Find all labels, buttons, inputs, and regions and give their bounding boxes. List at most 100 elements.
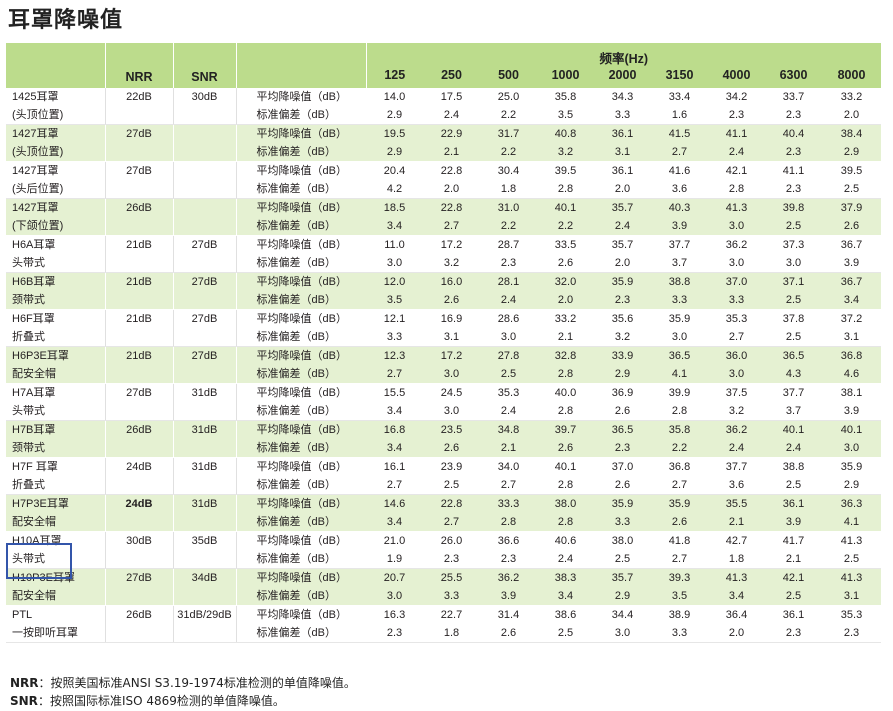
sd-value: 2.2: [480, 217, 537, 236]
mean-value: 34.8: [480, 420, 537, 439]
mean-value: 35.3: [480, 383, 537, 402]
snr-blank: [173, 402, 237, 421]
mean-value: 33.7: [765, 88, 822, 106]
mean-label: 平均降噪值（dB）: [236, 568, 366, 587]
header-frequency: 250: [423, 68, 480, 88]
model-subtitle: 一按即听耳罩: [6, 624, 106, 643]
model-subtitle: (头顶位置): [6, 106, 106, 125]
mean-value: 12.3: [366, 346, 423, 365]
mean-value: 37.0: [708, 272, 765, 291]
model-name: H7A耳罩: [6, 383, 106, 402]
snr-value: 35dB: [173, 531, 237, 550]
sd-value: 2.4: [765, 439, 822, 458]
sd-value: 3.9: [822, 254, 882, 273]
model-name: H10P3E耳罩: [6, 568, 106, 587]
sd-value: 2.2: [537, 217, 594, 236]
sd-value: 2.7: [480, 476, 537, 495]
sd-value: 2.8: [480, 513, 537, 532]
snr-blank: [173, 550, 237, 569]
sd-label: 标准偏差（dB）: [236, 180, 366, 199]
sd-value: 2.1: [708, 513, 765, 532]
footnote-term: SNR: [10, 694, 38, 708]
sd-value: 2.8: [537, 476, 594, 495]
mean-value: 16.1: [366, 457, 423, 476]
snr-blank: [173, 143, 237, 162]
mean-value: 35.9: [822, 457, 882, 476]
mean-value: 34.4: [594, 605, 651, 624]
mean-value: 37.1: [765, 272, 822, 291]
mean-label: 平均降噪值（dB）: [236, 383, 366, 402]
sd-value: 3.4: [366, 439, 423, 458]
snr-value: 31dB/29dB: [173, 605, 237, 624]
mean-value: 36.2: [708, 420, 765, 439]
mean-value: 37.9: [822, 198, 882, 217]
sd-value: 2.4: [537, 550, 594, 569]
sd-value: 2.6: [423, 291, 480, 310]
sd-value: 4.1: [651, 365, 708, 384]
mean-value: 22.8: [423, 198, 480, 217]
mean-value: 37.2: [822, 309, 882, 328]
sd-value: 3.1: [594, 143, 651, 162]
header-frequency: 8000: [822, 68, 882, 88]
nrr-value: 27dB: [105, 124, 174, 143]
sd-value: 2.1: [537, 328, 594, 347]
sd-value: 2.7: [708, 328, 765, 347]
sd-label: 标准偏差（dB）: [236, 587, 366, 606]
sd-value: 2.7: [366, 365, 423, 384]
sd-value: 3.6: [708, 476, 765, 495]
mean-value: 40.6: [537, 531, 594, 550]
mean-value: 38.0: [537, 494, 594, 513]
nrr-blank: [105, 550, 174, 569]
snr-blank: [173, 180, 237, 199]
sd-value: 2.3: [594, 439, 651, 458]
mean-label: 平均降噪值（dB）: [236, 161, 366, 180]
header-frequency: 4000: [708, 68, 765, 88]
sd-value: 2.7: [651, 550, 708, 569]
mean-value: 37.5: [708, 383, 765, 402]
mean-value: 33.5: [537, 235, 594, 254]
mean-value: 39.5: [822, 161, 882, 180]
sd-value: 3.7: [765, 402, 822, 421]
model-subtitle: 头带式: [6, 550, 106, 569]
sd-value: 3.4: [537, 587, 594, 606]
sd-value: 3.7: [651, 254, 708, 273]
sd-value: 3.9: [822, 402, 882, 421]
mean-value: 37.8: [765, 309, 822, 328]
nrr-value: 21dB: [105, 235, 174, 254]
mean-value: 42.1: [765, 568, 822, 587]
mean-value: 41.6: [651, 161, 708, 180]
model-subtitle: 折叠式: [6, 476, 106, 495]
nrr-value: 21dB: [105, 309, 174, 328]
model-name: H7P3E耳罩: [6, 494, 106, 513]
mean-value: 19.5: [366, 124, 423, 143]
nrr-value: 24dB: [105, 457, 174, 476]
sd-value: 2.6: [537, 254, 594, 273]
snr-blank: [173, 328, 237, 347]
sd-value: 1.8: [708, 550, 765, 569]
mean-value: 33.2: [537, 309, 594, 328]
model-name: 1427耳罩: [6, 124, 106, 143]
nrr-value: 27dB: [105, 161, 174, 180]
mean-value: 31.0: [480, 198, 537, 217]
sd-value: 2.6: [480, 624, 537, 643]
mean-value: 40.3: [651, 198, 708, 217]
sd-value: 2.3: [708, 106, 765, 125]
mean-value: 40.4: [765, 124, 822, 143]
nrr-blank: [105, 402, 174, 421]
noise-reduction-table: NRR SNR 频率(Hz) 125 250 500 1000 2000 3150 4000…: [6, 43, 882, 643]
sd-value: 3.0: [708, 365, 765, 384]
sd-value: 2.2: [651, 439, 708, 458]
mean-value: 12.0: [366, 272, 423, 291]
model-subtitle: 配安全帽: [6, 365, 106, 384]
mean-value: 17.2: [423, 235, 480, 254]
mean-label: 平均降噪值（dB）: [236, 494, 366, 513]
sd-value: 3.3: [423, 587, 480, 606]
mean-value: 33.2: [822, 88, 882, 106]
mean-label: 平均降噪值（dB）: [236, 346, 366, 365]
mean-value: 27.8: [480, 346, 537, 365]
mean-value: 33.3: [480, 494, 537, 513]
sd-label: 标准偏差（dB）: [236, 143, 366, 162]
mean-value: 32.8: [537, 346, 594, 365]
mean-label: 平均降噪值（dB）: [236, 198, 366, 217]
mean-value: 42.1: [708, 161, 765, 180]
